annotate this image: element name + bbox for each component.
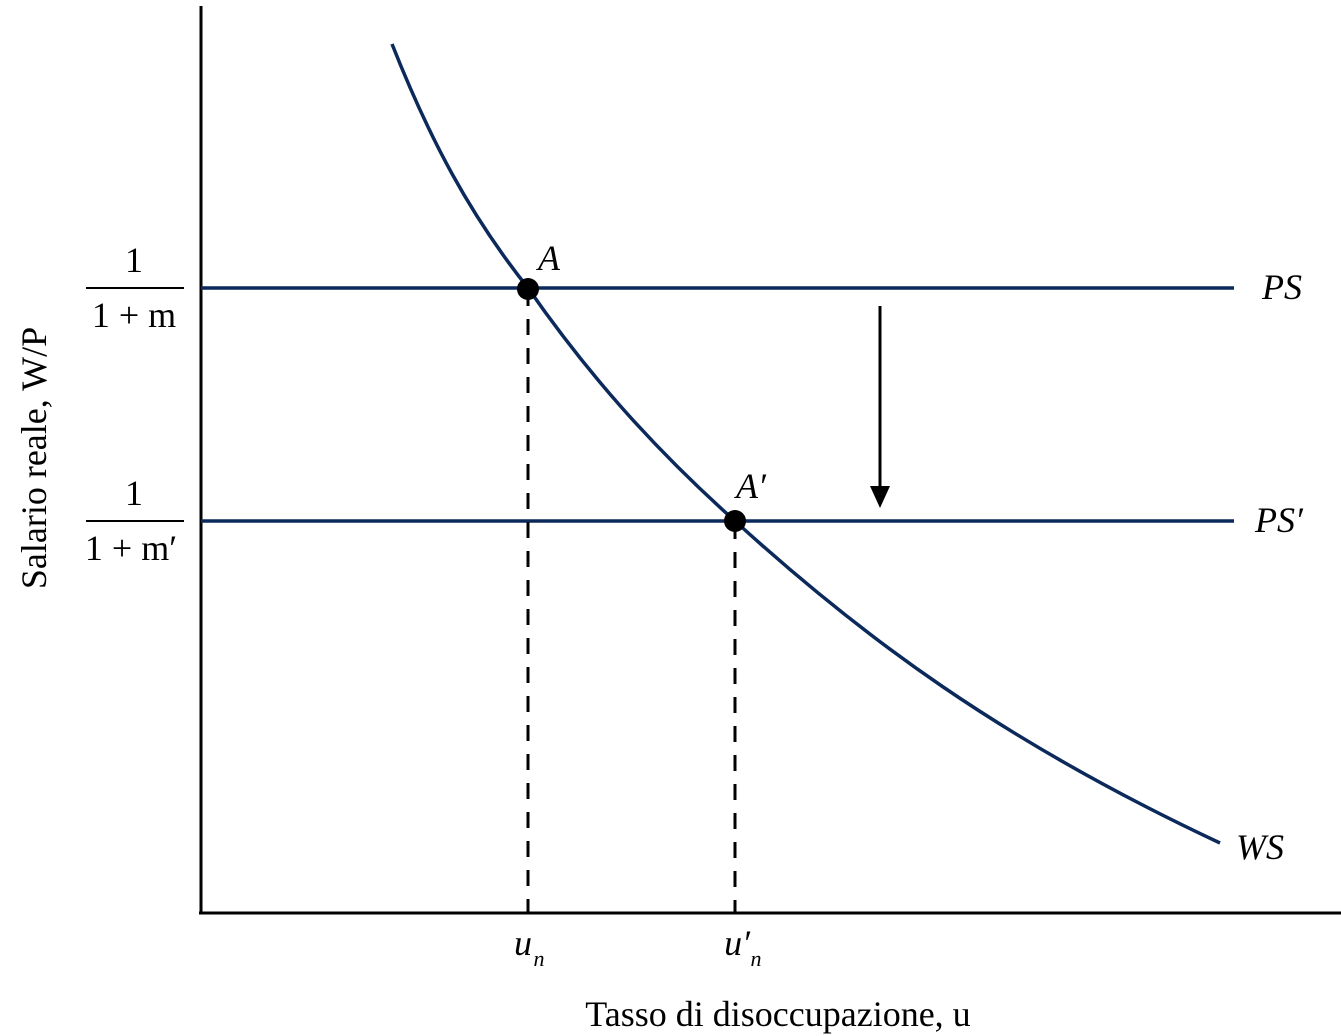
un-tick-base: u <box>514 923 532 963</box>
un-tick-sub: n <box>534 946 545 971</box>
x-axis-title: Tasso di disoccupazione, u <box>585 994 970 1034</box>
point-a-prime-label: A′ <box>734 466 767 506</box>
point-a-label: A <box>536 238 561 278</box>
un-prime-tick-sub: n <box>751 946 762 971</box>
point-a-prime <box>724 510 746 532</box>
ps-prime-label: PS′ <box>1254 500 1304 540</box>
point-a <box>517 278 539 300</box>
ps-prime-tick-denominator: 1 + m′ <box>85 528 177 568</box>
shift-arrow-head <box>870 486 890 508</box>
un-prime-tick-base: u′ <box>724 923 751 963</box>
ps-prime-tick-numerator: 1 <box>125 473 143 513</box>
ws-label: WS <box>1236 827 1284 867</box>
ps-tick-numerator: 1 <box>125 240 143 280</box>
ps-tick-denominator: 1 + m <box>92 295 176 335</box>
ws-curve <box>390 43 1221 845</box>
y-axis-title: Salario reale, W/P <box>14 327 54 589</box>
ps-label: PS <box>1261 267 1302 307</box>
